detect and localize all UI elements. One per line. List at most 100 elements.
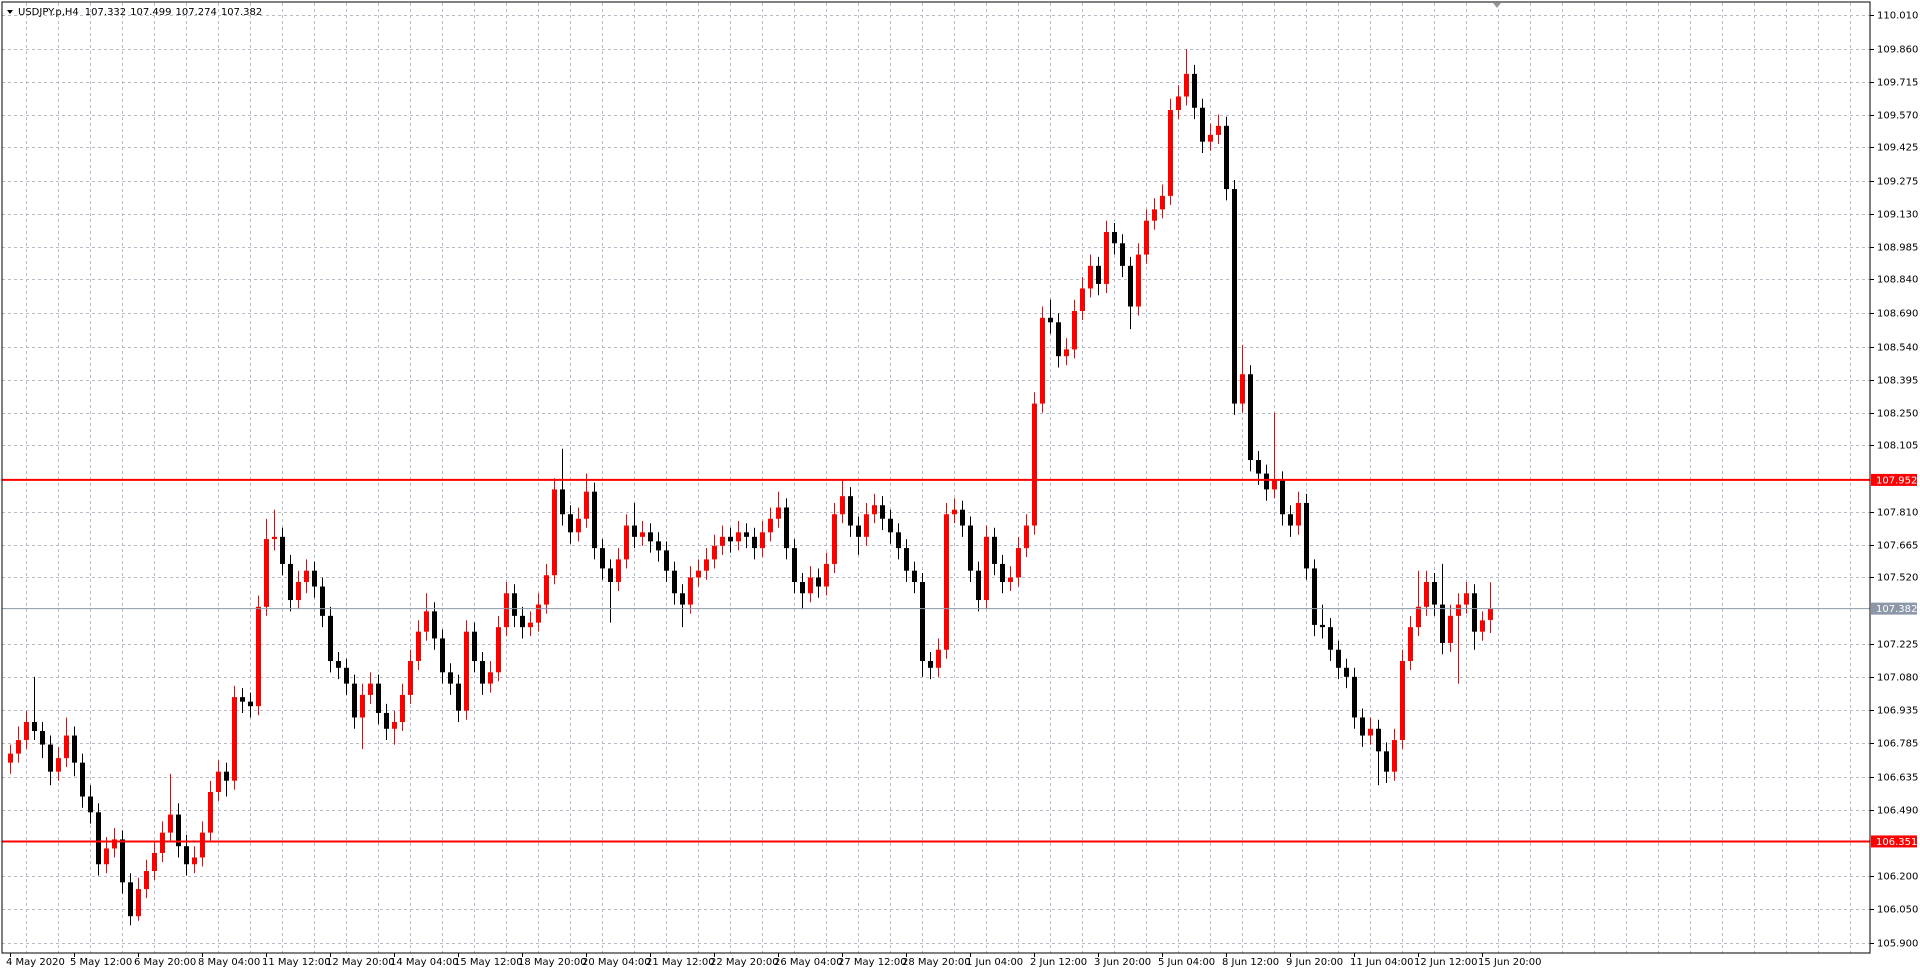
candle-body xyxy=(1152,209,1157,221)
y-tick-label: 107.225 xyxy=(1877,640,1918,651)
y-tick-label: 109.275 xyxy=(1877,177,1918,188)
candle-body xyxy=(840,496,845,515)
candle-body xyxy=(1080,288,1085,312)
candle-body xyxy=(128,882,133,917)
candle-body xyxy=(352,683,357,718)
candle-body xyxy=(408,661,413,695)
y-tick-label: 108.985 xyxy=(1877,243,1918,254)
candle-body xyxy=(872,505,877,515)
candle-body xyxy=(312,570,317,587)
x-tick-label: 2 Jun 12:00 xyxy=(1030,957,1087,968)
candle-body xyxy=(488,672,493,684)
candle-body xyxy=(784,507,789,549)
candle-body xyxy=(1192,73,1197,108)
candle-body xyxy=(848,496,853,526)
candle-body xyxy=(616,559,621,582)
candle-body xyxy=(32,721,37,732)
candle-body xyxy=(464,631,469,711)
symbol-title: USDJPY.p,H4 xyxy=(18,7,79,18)
candle-body xyxy=(1488,608,1493,620)
candle-body xyxy=(280,536,285,564)
x-tick-label: 15 Jun 20:00 xyxy=(1478,957,1542,968)
candle-body xyxy=(496,627,501,673)
candle-body xyxy=(448,672,453,684)
candle-body xyxy=(1336,649,1341,668)
candle-body xyxy=(1352,676,1357,718)
candle-body xyxy=(176,814,181,847)
y-tick-label: 108.840 xyxy=(1877,275,1918,286)
candle-body xyxy=(104,848,109,865)
header-value: 107.382 xyxy=(221,7,262,18)
candle-body xyxy=(704,559,709,571)
candle-body xyxy=(296,581,301,601)
candle-body xyxy=(720,536,725,546)
candle-body xyxy=(1216,125,1221,135)
candle-body xyxy=(208,791,213,833)
candle-body xyxy=(584,491,589,519)
candle-body xyxy=(1000,563,1005,582)
candle-body xyxy=(1032,403,1037,526)
candle-body xyxy=(392,721,397,729)
candle-body xyxy=(888,518,893,533)
candle-body xyxy=(456,683,461,711)
candle-body xyxy=(480,661,485,684)
candle-body xyxy=(424,611,429,632)
candle-body xyxy=(1096,265,1101,284)
candle-body xyxy=(544,575,549,605)
x-tick-label: 14 May 04:00 xyxy=(390,957,459,968)
candle-body xyxy=(1304,502,1309,569)
candle-body xyxy=(160,832,165,853)
candle-body xyxy=(728,536,733,542)
candle-body xyxy=(80,762,85,797)
y-tick-label: 108.540 xyxy=(1877,343,1918,354)
candle-body xyxy=(72,735,77,763)
candle-body xyxy=(576,518,581,533)
candle-body xyxy=(1104,231,1109,284)
candle-body xyxy=(56,758,61,772)
candle-body xyxy=(1472,593,1477,632)
candle-body xyxy=(1008,577,1013,582)
x-tick-label: 9 Jun 20:00 xyxy=(1286,957,1343,968)
candle-body xyxy=(968,525,973,571)
shift-marker xyxy=(1493,3,1501,8)
x-tick-label: 12 Jun 12:00 xyxy=(1414,957,1478,968)
candle-body xyxy=(608,568,613,582)
candle-body xyxy=(240,697,245,702)
candle-body xyxy=(928,661,933,668)
y-tick-label: 108.690 xyxy=(1877,309,1918,320)
candle-body xyxy=(520,615,525,628)
candle-body xyxy=(760,532,765,549)
candle-body xyxy=(360,694,365,718)
candle-body xyxy=(648,532,653,542)
candle-body xyxy=(440,638,445,673)
candle-body xyxy=(264,539,269,607)
candle-body xyxy=(1392,740,1397,772)
candle-body xyxy=(200,832,205,858)
x-tick-label: 22 May 20:00 xyxy=(710,957,779,968)
candle-body xyxy=(328,615,333,662)
candle-body xyxy=(384,712,389,729)
candle-body xyxy=(1064,349,1069,357)
candle-body xyxy=(560,489,565,515)
candle-body xyxy=(432,611,437,639)
candle-body xyxy=(1200,107,1205,142)
candle-body xyxy=(864,514,869,537)
candle-body xyxy=(568,514,573,533)
candle-body xyxy=(1160,195,1165,210)
candle-body xyxy=(1480,620,1485,632)
x-tick-label: 21 May 12:00 xyxy=(646,957,715,968)
x-tick-label: 8 May 04:00 xyxy=(198,957,260,968)
candle-body xyxy=(768,518,773,533)
candle-body xyxy=(8,753,13,763)
candle-body xyxy=(528,622,533,628)
price-tag-label: 107.952 xyxy=(1876,475,1917,486)
y-tick-label: 110.010 xyxy=(1877,11,1918,22)
y-tick-label: 106.635 xyxy=(1877,773,1918,784)
candle-body xyxy=(1072,311,1077,350)
menu-arrow xyxy=(7,10,13,14)
candle-body xyxy=(256,606,261,707)
header-value: 107.499 xyxy=(130,7,171,18)
candle-body xyxy=(512,593,517,616)
